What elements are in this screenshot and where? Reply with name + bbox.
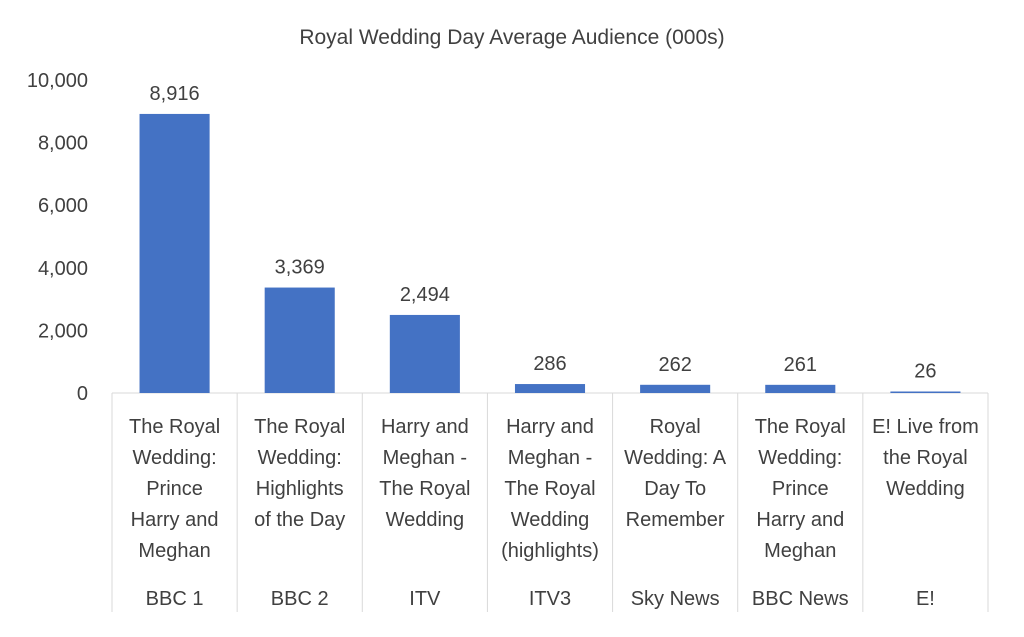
y-tick-label: 0 [77, 383, 88, 405]
category-label-program: Royal Wedding: A Day To Remember [624, 416, 727, 531]
category-label-channel: E! [916, 588, 935, 610]
y-tick-label: 4,000 [38, 258, 88, 280]
y-tick-label: 10,000 [27, 70, 88, 92]
bar [890, 391, 961, 393]
category-label-line: Prince [772, 478, 829, 500]
data-label: 26 [914, 361, 936, 383]
category-label-line: The Royal [755, 416, 846, 438]
category-label-line: Wedding [386, 509, 465, 531]
y-tick-label: 8,000 [38, 133, 88, 155]
category-label-channel: BBC 2 [271, 588, 329, 610]
bar [389, 314, 460, 393]
category-label-program: The Royal Wedding: Prince Harry and Meghan [755, 416, 846, 562]
category-label-program: Harry and Meghan - The Royal Wedding (highli… [501, 416, 599, 562]
category-label-line: Harry and [381, 416, 469, 438]
category-label-line: Harry and [506, 416, 594, 438]
category-label-line: the Royal [883, 447, 968, 469]
bar [514, 384, 586, 393]
category-label-channel: BBC News [752, 588, 849, 610]
category-label-line: Wedding [511, 509, 590, 531]
category-label-line: The Royal [254, 416, 345, 438]
bar [765, 384, 836, 393]
category-label-line: Royal [650, 416, 701, 438]
category-label-line: Meghan - [383, 447, 468, 469]
category-label-line: of the Day [254, 509, 345, 531]
category-label-channel: ITV [409, 588, 441, 610]
category-label-program: The Royal Wedding: Highlights of the Day [254, 416, 345, 531]
data-label: 2,494 [400, 284, 450, 306]
category-label-channel: BBC 1 [146, 588, 204, 610]
category-label-line: The Royal [504, 478, 595, 500]
category-label-line: Meghan [764, 540, 836, 562]
category-label-line: Wedding [886, 478, 965, 500]
bar [640, 384, 711, 393]
category-label-line: Prince [146, 478, 203, 500]
category-label-line: The Royal [379, 478, 470, 500]
category-label-line: Wedding: [758, 447, 842, 469]
category-label-line: Remember [626, 509, 725, 531]
data-label: 261 [784, 354, 817, 376]
category-label-line: (highlights) [501, 540, 599, 562]
data-label: 3,369 [275, 257, 325, 279]
y-tick-label: 6,000 [38, 195, 88, 217]
bar [139, 113, 210, 393]
category-label-line: Harry and [131, 509, 219, 531]
y-tick-label: 2,000 [38, 320, 88, 342]
chart-title: Royal Wedding Day Average Audience (000s… [299, 26, 724, 49]
category-label-line: Harry and [756, 509, 844, 531]
category-label-line: Day To [644, 478, 706, 500]
data-label: 8,916 [150, 83, 200, 105]
category-label-line: Meghan [138, 540, 210, 562]
category-label-line: Highlights [256, 478, 344, 500]
category-label-line: The Royal [129, 416, 220, 438]
category-label-program: E! Live from the Royal Wedding [872, 416, 979, 500]
category-label-channel: ITV3 [529, 588, 571, 610]
category-label-line: Wedding: A [624, 447, 727, 469]
data-label: 286 [533, 353, 566, 375]
category-label-program: The Royal Wedding: Prince Harry and Meghan [129, 416, 220, 562]
category-label-line: Meghan - [508, 447, 593, 469]
category-label-line: E! Live from [872, 416, 979, 438]
category-label-channel: Sky News [631, 588, 720, 610]
category-label-line: Wedding: [258, 447, 342, 469]
data-label: 262 [658, 354, 691, 376]
category-label-line: Wedding: [133, 447, 217, 469]
category-label-program: Harry and Meghan - The Royal Wedding [379, 416, 470, 531]
bar [264, 287, 335, 393]
